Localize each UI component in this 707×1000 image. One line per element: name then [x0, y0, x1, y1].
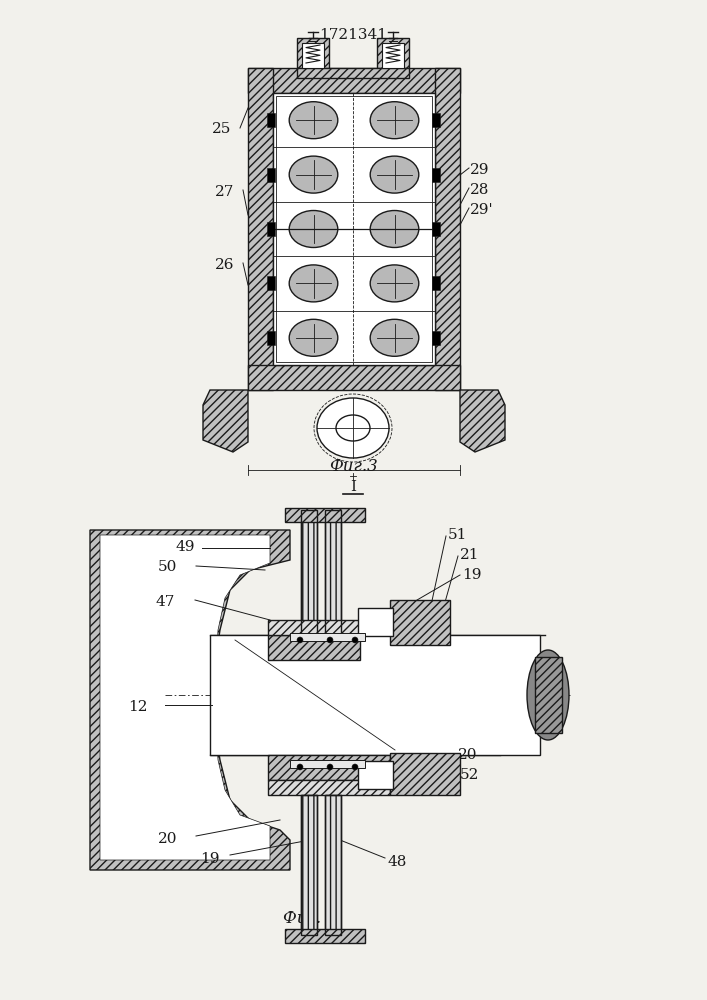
Polygon shape	[203, 390, 248, 452]
Text: 26: 26	[215, 258, 235, 272]
Text: I: I	[350, 480, 356, 494]
Bar	[382, 43, 404, 68]
Ellipse shape	[370, 265, 419, 302]
Bar	[301, 795, 317, 935]
Text: Фиг.3: Фиг.3	[329, 458, 378, 475]
Polygon shape	[248, 68, 460, 93]
Text: 51: 51	[448, 528, 467, 542]
Ellipse shape	[527, 650, 569, 740]
Bar	[267, 331, 275, 345]
Bar	[290, 633, 365, 641]
Ellipse shape	[317, 398, 389, 458]
Bar	[432, 331, 440, 345]
Bar	[267, 276, 275, 290]
Bar	[267, 222, 275, 236]
Bar	[276, 96, 432, 362]
Bar	[358, 608, 393, 636]
Text: 12: 12	[128, 700, 148, 714]
Bar	[267, 113, 275, 127]
Polygon shape	[248, 365, 460, 390]
Ellipse shape	[370, 156, 419, 193]
Circle shape	[297, 637, 303, 643]
Text: 28: 28	[470, 183, 489, 197]
Bar	[301, 510, 317, 640]
Bar	[432, 168, 440, 182]
Bar	[290, 760, 365, 768]
Bar	[285, 929, 365, 943]
Polygon shape	[90, 530, 290, 870]
Bar	[432, 276, 440, 290]
Circle shape	[327, 764, 333, 770]
Bar	[267, 168, 275, 182]
Bar	[325, 795, 341, 935]
Text: 27: 27	[215, 185, 235, 199]
Circle shape	[327, 637, 333, 643]
Ellipse shape	[370, 102, 419, 139]
Polygon shape	[297, 68, 409, 78]
Bar	[432, 113, 440, 127]
Polygon shape	[100, 535, 270, 860]
Bar	[325, 510, 341, 640]
Bar	[301, 795, 317, 935]
Polygon shape	[248, 68, 273, 390]
Circle shape	[352, 637, 358, 643]
Text: 49: 49	[175, 540, 194, 554]
Circle shape	[352, 764, 358, 770]
Bar	[210, 635, 540, 755]
Polygon shape	[460, 390, 505, 452]
Ellipse shape	[289, 319, 338, 356]
Bar	[301, 510, 317, 640]
Text: 19: 19	[200, 852, 219, 866]
Polygon shape	[268, 755, 390, 780]
Text: 52: 52	[460, 768, 479, 782]
Ellipse shape	[289, 211, 338, 247]
Bar	[432, 222, 440, 236]
Bar	[325, 510, 341, 640]
Ellipse shape	[370, 211, 419, 247]
Text: 48: 48	[388, 855, 407, 869]
Circle shape	[297, 764, 303, 770]
Text: 19: 19	[462, 568, 481, 582]
Text: 29': 29'	[470, 203, 493, 217]
Ellipse shape	[289, 265, 338, 302]
Polygon shape	[435, 68, 460, 390]
Polygon shape	[268, 780, 390, 795]
Text: 20: 20	[458, 748, 477, 762]
Text: 20: 20	[158, 832, 177, 846]
Bar	[273, 93, 435, 365]
Bar	[285, 508, 365, 522]
Text: 25: 25	[212, 122, 231, 136]
Bar	[325, 795, 341, 935]
Text: 1721341: 1721341	[319, 28, 387, 42]
Bar	[302, 43, 324, 68]
Ellipse shape	[336, 415, 370, 441]
Polygon shape	[377, 38, 409, 76]
Ellipse shape	[370, 319, 419, 356]
Polygon shape	[535, 657, 562, 733]
Bar	[358, 761, 393, 789]
Text: 21: 21	[460, 548, 479, 562]
Polygon shape	[390, 600, 450, 645]
Ellipse shape	[289, 102, 338, 139]
Text: Фиг. 4: Фиг. 4	[283, 910, 337, 927]
Polygon shape	[297, 38, 329, 76]
Polygon shape	[390, 753, 460, 795]
Text: 29: 29	[470, 163, 489, 177]
Polygon shape	[268, 620, 360, 635]
Text: 47: 47	[155, 595, 175, 609]
Ellipse shape	[289, 156, 338, 193]
Text: 50: 50	[158, 560, 177, 574]
Polygon shape	[268, 635, 360, 660]
